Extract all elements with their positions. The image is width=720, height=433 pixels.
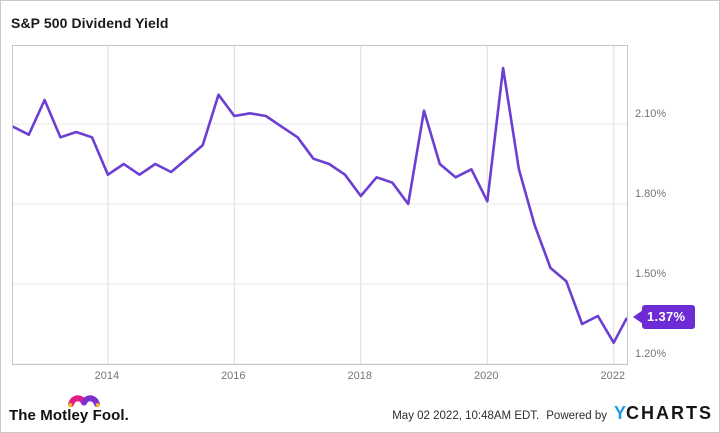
motley-fool-logo: The Motley Fool. [9, 407, 129, 424]
y-axis-tick-label: 2.10% [635, 108, 667, 120]
page-title: S&P 500 Dividend Yield [11, 15, 169, 31]
x-axis-tick-label: 2016 [221, 370, 246, 382]
x-axis-tick-label: 2014 [94, 370, 120, 382]
last-value-badge: 1.37% [633, 305, 696, 329]
x-axis-tick-label: 2022 [600, 370, 625, 382]
x-axis-tick-label: 2020 [474, 370, 499, 382]
attribution: May 02 2022, 10:48AM EDT. Powered by YCH… [392, 404, 713, 422]
timestamp: May 02 2022, 10:48AM EDT. [392, 410, 540, 422]
powered-by-label: Powered by [546, 410, 607, 422]
series-line [13, 66, 627, 345]
plot-area [12, 45, 628, 365]
jester-hat-icon [68, 395, 100, 408]
ycharts-y-mark: Y [613, 403, 626, 423]
x-axis-tick-label: 2018 [347, 370, 373, 382]
ycharts-wordmark: CHARTS [626, 403, 713, 423]
dividend-yield-line-chart [13, 46, 627, 364]
y-axis-tick-label: 1.20% [635, 348, 667, 360]
badge-pointer-icon [633, 310, 643, 324]
y-axis-tick-label: 1.50% [635, 268, 667, 280]
badge-value: 1.37% [642, 305, 696, 329]
ycharts-logo: YCHARTS [614, 404, 713, 422]
y-axis-tick-label: 1.80% [635, 188, 667, 200]
